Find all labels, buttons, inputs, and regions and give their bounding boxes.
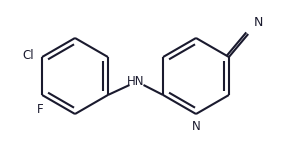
Text: Cl: Cl	[23, 49, 34, 61]
Text: N: N	[192, 120, 201, 133]
Text: HN: HN	[127, 75, 144, 87]
Text: F: F	[37, 103, 43, 116]
Text: N: N	[254, 16, 264, 29]
